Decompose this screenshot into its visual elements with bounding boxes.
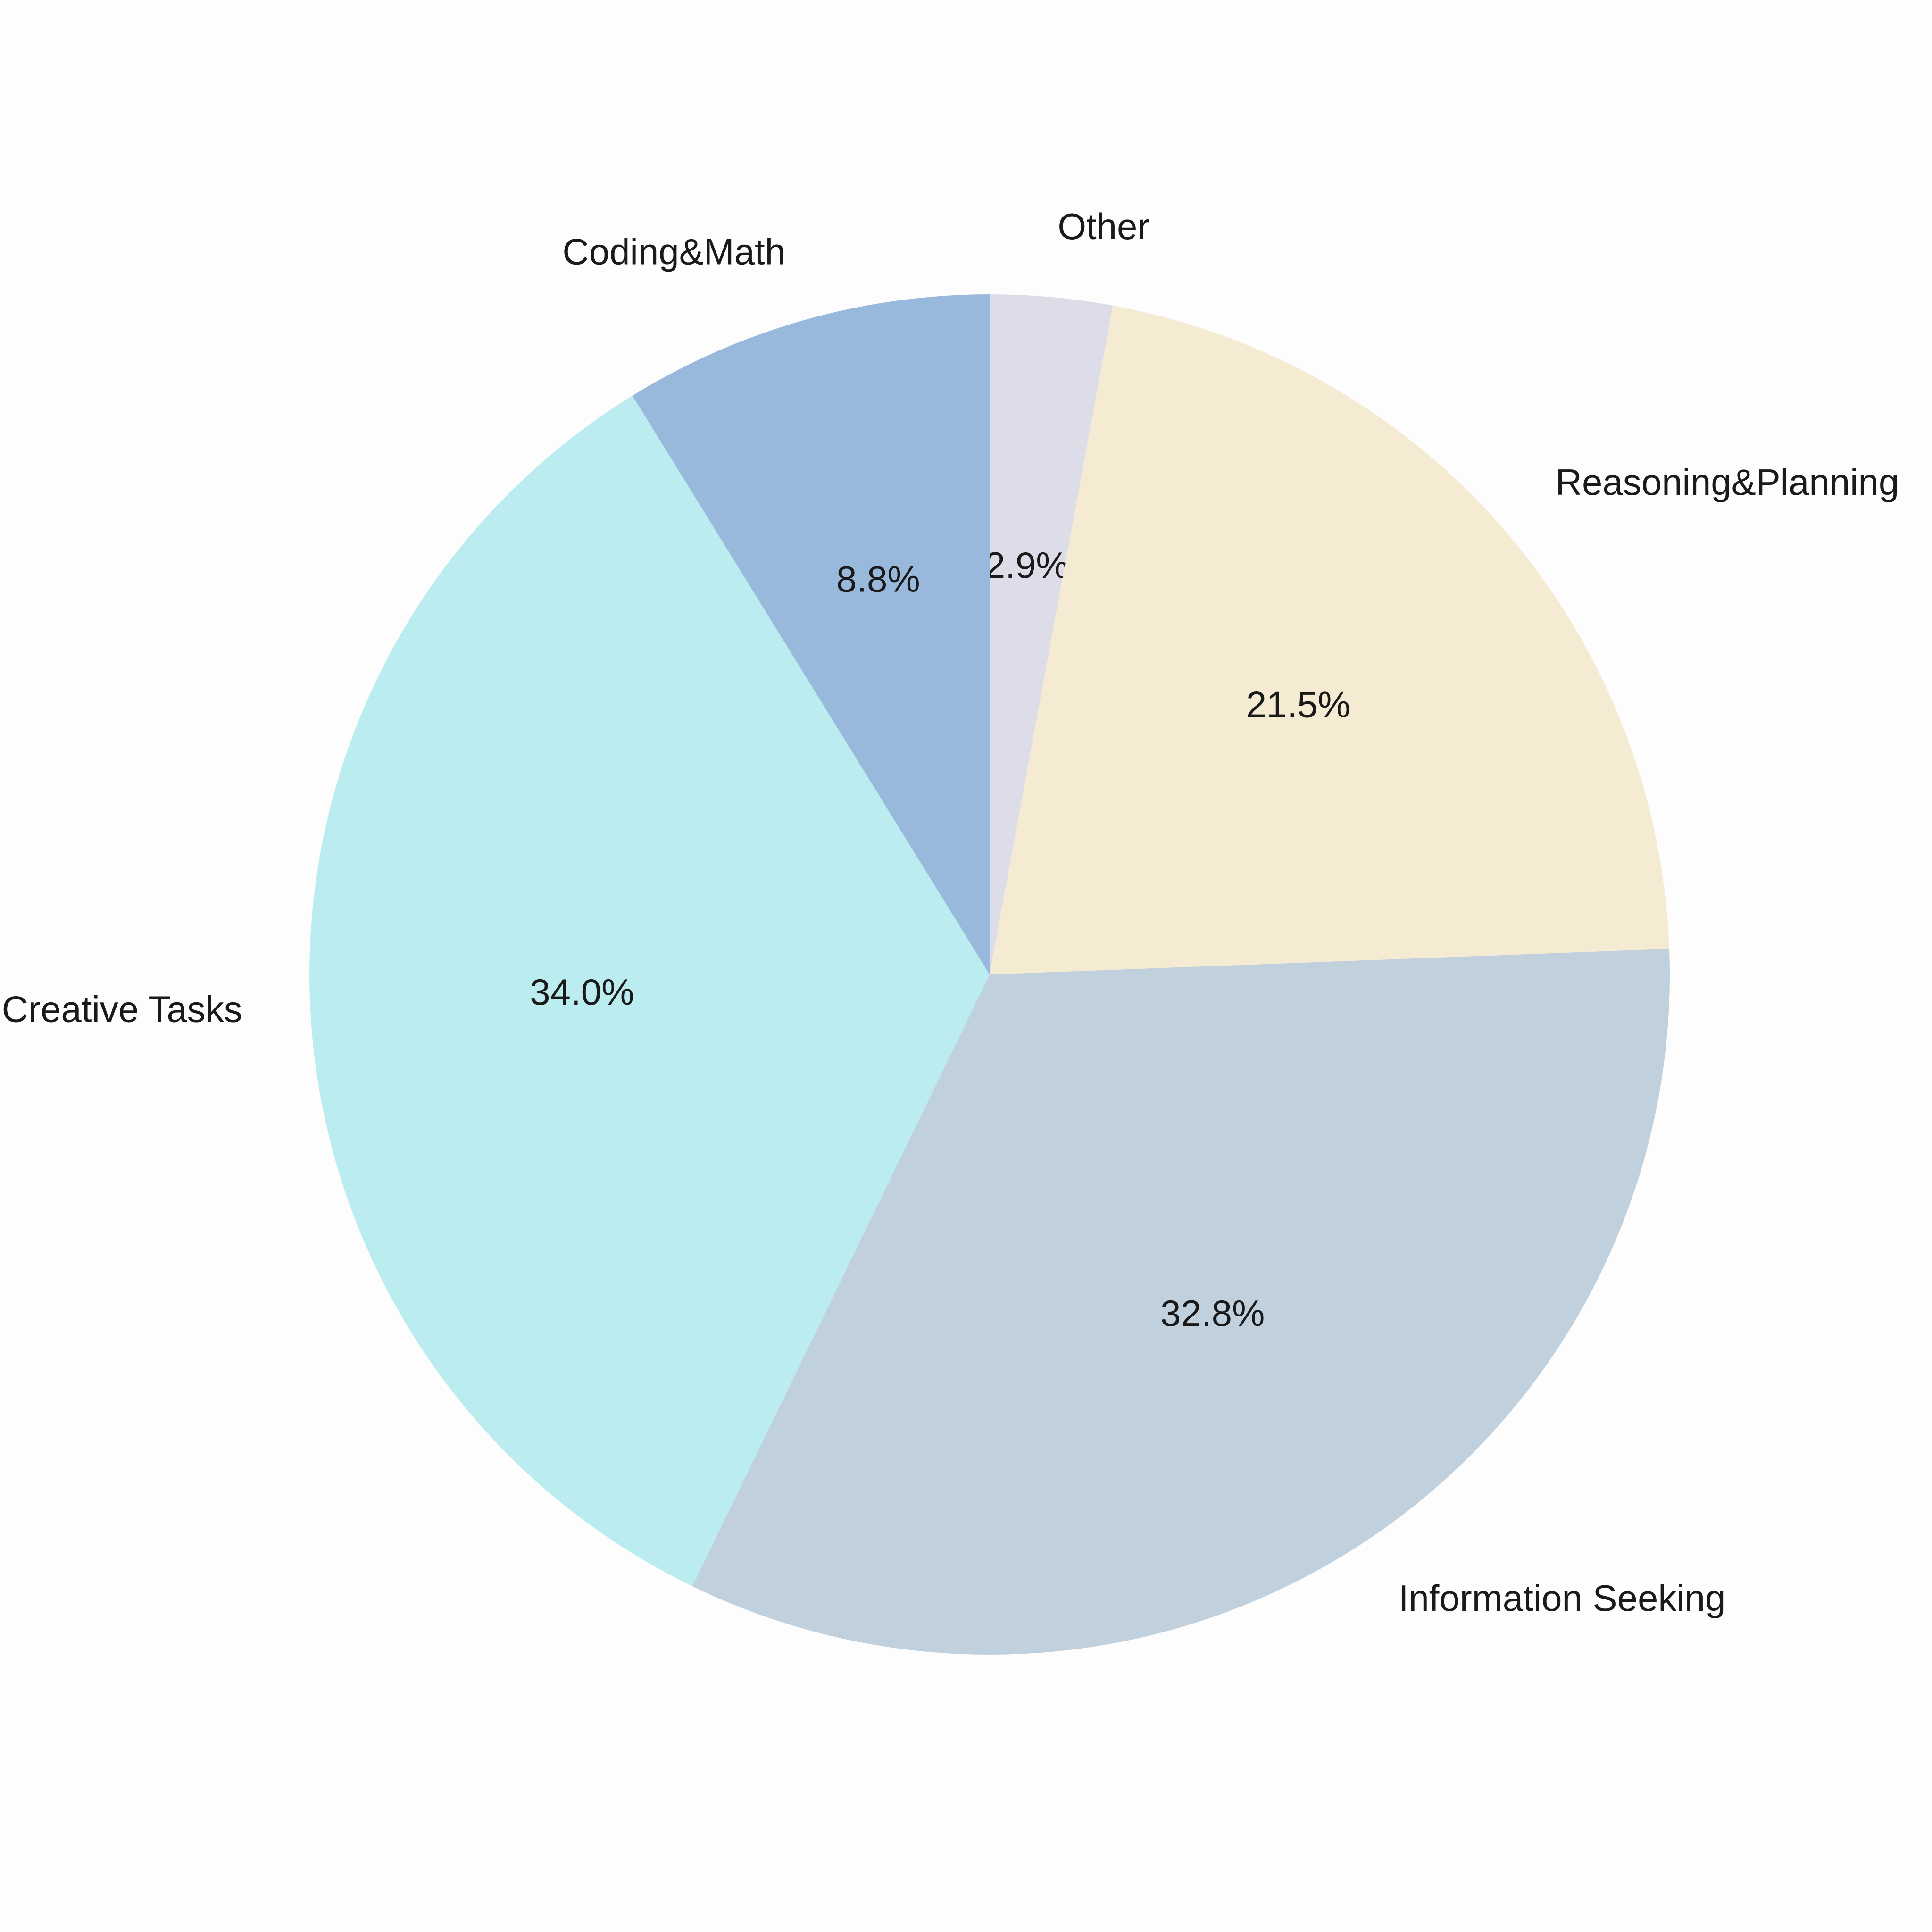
pie-slice — [692, 949, 1670, 1655]
value-label: 2.9% — [985, 544, 1069, 586]
value-label: 32.8% — [1160, 1292, 1265, 1334]
category-label: Other — [1058, 206, 1149, 247]
pie-slice — [632, 294, 990, 974]
category-label: Information Seeking — [1399, 1577, 1726, 1619]
pie-slice — [309, 395, 990, 1586]
category-label: Creative Tasks — [2, 988, 242, 1030]
category-label: Coding&Math — [562, 231, 785, 273]
value-label: 21.5% — [1246, 684, 1350, 725]
value-label: 8.8% — [836, 558, 920, 600]
value-label: 34.0% — [530, 971, 634, 1013]
pie-slice — [990, 294, 1113, 974]
pie-slice — [990, 305, 1669, 974]
category-label: Reasoning&Planning — [1556, 461, 1899, 503]
